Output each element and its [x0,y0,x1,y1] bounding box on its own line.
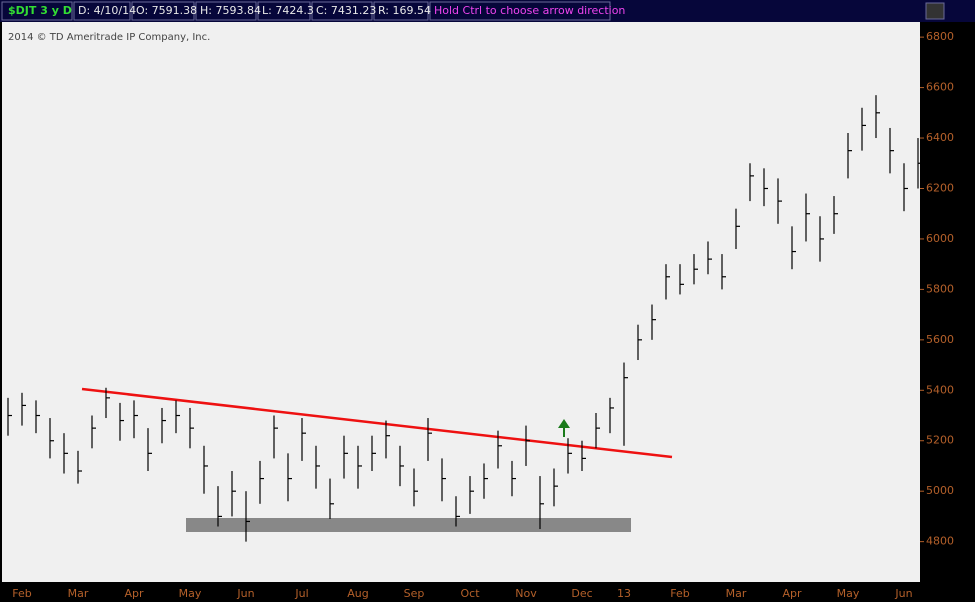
y-tick-label: 5000 [926,484,954,497]
range: R: 169.54 [378,4,431,17]
symbol: $DJT 3 y D [8,4,72,17]
cell [73,1,131,21]
y-tick-label: 5400 [926,383,954,396]
cell [131,1,195,21]
y-tick-label: 5600 [926,333,954,346]
high: H: 7593.84 [200,4,261,17]
trendline [81,387,673,459]
x-tick-label: Feb [12,587,31,600]
y-tick-label: 6800 [926,30,954,43]
x-tick-label: May [179,587,202,600]
cell [429,1,611,21]
icon[interactable] [925,2,945,20]
y-tick-label: 6200 [926,181,954,194]
arrow [558,419,570,437]
close: C: 7431.23 [316,4,376,17]
x-tick-label: Mar [68,587,89,600]
support-band [186,518,631,532]
y-tick-label: 5800 [926,282,954,295]
date: D: 4/10/14 [78,4,136,17]
y-tick-label: 6400 [926,131,954,144]
hint: Hold Ctrl to choose arrow direction [434,4,625,17]
y-tick-label: 5200 [926,434,954,447]
cell [373,1,429,21]
x-tick-label: Jun [236,587,254,600]
x-tick-label: 13 [617,587,631,600]
x-tick-label: Oct [460,587,480,600]
x-tick-label: Dec [571,587,592,600]
open: O: 7591.38 [136,4,197,17]
copyright: 2014 © TD Ameritrade IP Company, Inc. [8,32,210,43]
y-tick-label: 4800 [926,535,954,548]
x-tick-label: Nov [515,587,537,600]
cell [195,1,257,21]
y-tick-label: 6000 [926,232,954,245]
x-tick-label: Mar [726,587,747,600]
x-tick-label: Feb [670,587,689,600]
header-bar [0,0,975,22]
x-tick-label: May [837,587,860,600]
x-tick-label: Apr [124,587,144,600]
header-cells [1,1,945,21]
x-tick-label: Jun [894,587,912,600]
cell [257,1,311,21]
cell [1,1,73,21]
x-tick-label: Aug [347,587,368,600]
x-tick-label: Apr [782,587,802,600]
plot-area [2,22,920,582]
low: L: 7424.3 [262,4,314,17]
cell [311,1,373,21]
x-tick-label: Sep [404,587,425,600]
y-tick-label: 6600 [926,81,954,94]
x-tick-label: Jul [294,587,308,600]
